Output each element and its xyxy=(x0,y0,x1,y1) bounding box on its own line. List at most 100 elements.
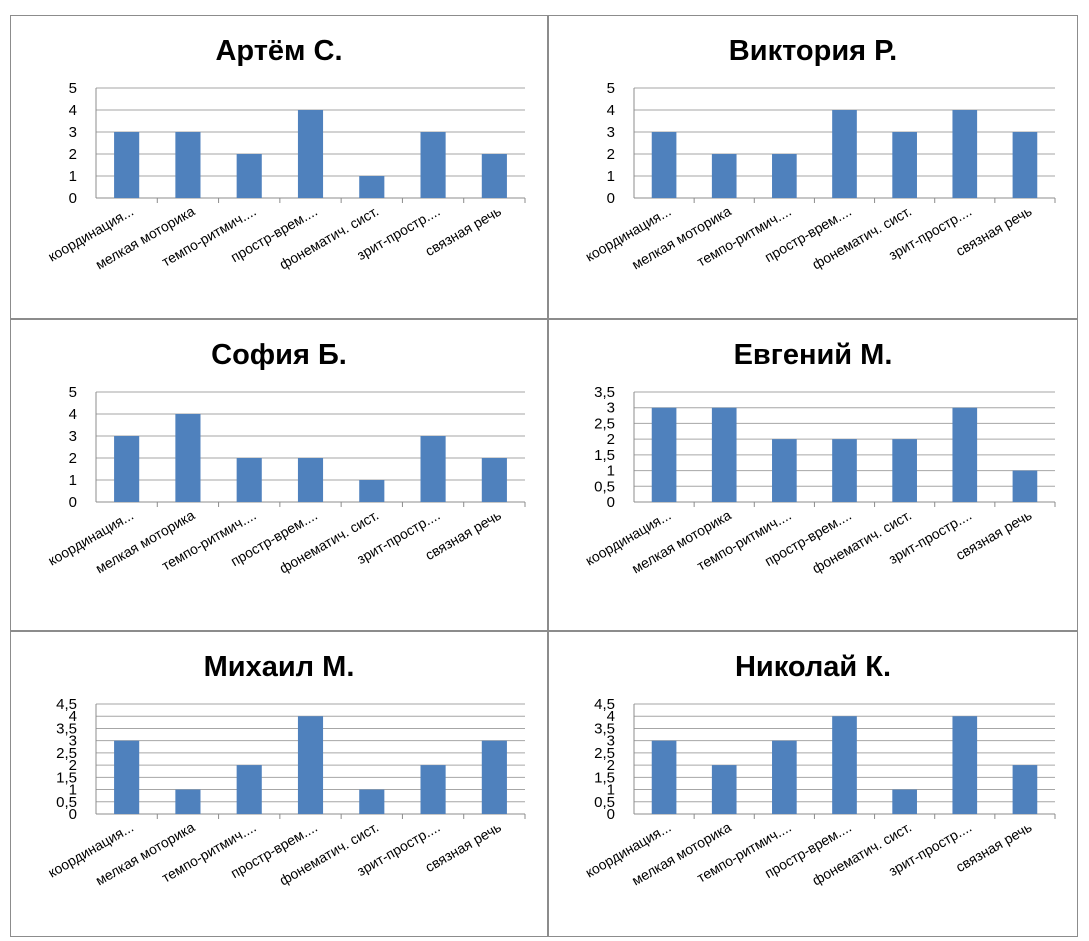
bar xyxy=(359,176,385,198)
chart-panel-4: Евгений М. 0 0,5 1 1,5 2 2,5 3 3,5 координация...… xyxy=(548,319,1078,631)
y-tick-label: 3,5 xyxy=(594,720,615,737)
y-tick-label: 4 xyxy=(607,708,615,725)
bar xyxy=(236,765,262,814)
y-tick-label: 2,5 xyxy=(56,745,77,762)
y-tick-label: 4,5 xyxy=(56,696,77,713)
bar xyxy=(952,110,978,198)
bar xyxy=(952,716,978,814)
y-tick-label: 3 xyxy=(69,733,77,750)
bar xyxy=(711,154,737,198)
y-tick-label: 4 xyxy=(69,102,77,119)
chart-panel-2: Виктория Р. 0 1 2 3 4 5 координация... мелкая мо… xyxy=(548,15,1078,319)
bar xyxy=(832,439,857,502)
y-tick-label: 5 xyxy=(607,80,615,97)
y-tick-label: 0 xyxy=(607,806,615,823)
bar xyxy=(175,789,201,814)
chart-panel-1: Артём С. 0 1 2 3 4 5 координация... мелкая мотор… xyxy=(10,15,548,319)
y-tick-label: 1,5 xyxy=(594,447,615,464)
y-tick-label: 5 xyxy=(69,384,77,401)
y-tick-label: 0,5 xyxy=(56,794,77,811)
bar xyxy=(236,154,262,198)
bar xyxy=(892,789,917,814)
y-tick-label: 3,5 xyxy=(56,720,77,737)
y-tick-label: 4 xyxy=(69,708,77,725)
y-tick-label: 3 xyxy=(607,733,615,750)
bar xyxy=(297,716,324,814)
bar xyxy=(420,132,446,198)
y-tick-label: 2 xyxy=(69,757,77,774)
bar xyxy=(772,439,797,502)
bar xyxy=(1012,470,1038,502)
y-tick-label: 0 xyxy=(69,190,77,207)
bar xyxy=(297,110,324,198)
y-tick-label: 0 xyxy=(69,494,77,511)
y-tick-label: 5 xyxy=(69,80,77,97)
y-tick-label: 2,5 xyxy=(594,745,615,762)
chart-svg: Евгений М.00,511,522,533,5координация...… xyxy=(583,339,1056,577)
y-tick-label: 4 xyxy=(607,102,615,119)
y-tick-label: 1 xyxy=(607,782,615,799)
bar xyxy=(359,480,385,502)
y-tick-label: 1 xyxy=(69,168,77,185)
y-tick-label: 2 xyxy=(607,757,615,774)
y-tick-label: 1 xyxy=(607,463,615,480)
category-label: мелкая моторика xyxy=(629,203,734,273)
bar xyxy=(832,110,857,198)
bar xyxy=(359,789,385,814)
category-label: фонематич. сист. xyxy=(809,203,914,273)
bar xyxy=(892,439,917,502)
y-tick-label: 2 xyxy=(69,450,77,467)
y-tick-label: 1 xyxy=(69,782,77,799)
bar xyxy=(420,436,446,502)
y-tick-label: 0,5 xyxy=(594,794,615,811)
category-label: мелкая моторика xyxy=(629,507,734,577)
bar xyxy=(711,407,737,502)
bar xyxy=(651,132,677,198)
chart-title: Николай К. xyxy=(735,651,891,683)
bar xyxy=(772,154,797,198)
charts-grid: Артём С. 0 1 2 3 4 5 координация... мелкая мотор… xyxy=(10,15,1080,937)
bar xyxy=(651,740,677,814)
chart-title: Артём С. xyxy=(215,35,342,67)
bar xyxy=(1012,765,1038,814)
bar xyxy=(114,132,140,198)
bar xyxy=(1012,132,1038,198)
y-tick-label: 4 xyxy=(69,406,77,423)
bar xyxy=(772,740,797,814)
bar xyxy=(952,407,978,502)
chart-title: Михаил М. xyxy=(204,651,355,683)
chart-svg: Николай К.00,511,522,533,544,5координаци… xyxy=(583,651,1056,889)
bar xyxy=(832,716,857,814)
category-label: мелкая моторика xyxy=(629,819,734,889)
bar xyxy=(892,132,917,198)
bar xyxy=(114,740,140,814)
bar xyxy=(651,407,677,502)
y-tick-label: 3 xyxy=(69,124,77,141)
y-tick-label: 0 xyxy=(69,806,77,823)
category-label: фонематич. сист. xyxy=(809,507,914,577)
chart-title: София Б. xyxy=(211,339,347,371)
chart-title: Евгений М. xyxy=(734,339,893,371)
bar xyxy=(420,765,446,814)
bar xyxy=(481,458,507,502)
y-tick-label: 3,5 xyxy=(594,384,615,401)
bar xyxy=(711,765,737,814)
y-tick-label: 1 xyxy=(607,168,615,185)
category-label: фонематич. сист. xyxy=(809,819,914,889)
y-tick-label: 4,5 xyxy=(594,696,615,713)
bar xyxy=(175,132,201,198)
y-tick-label: 0 xyxy=(607,494,615,511)
bar xyxy=(297,458,324,502)
bar xyxy=(481,740,507,814)
y-tick-label: 1,5 xyxy=(594,769,615,786)
y-tick-label: 0,5 xyxy=(594,478,615,495)
bar xyxy=(175,414,201,502)
y-tick-label: 2,5 xyxy=(594,415,615,432)
y-tick-label: 2 xyxy=(69,146,77,163)
chart-panel-5: Михаил М. 0 0,5 1 1,5 2 2,5 3 3,5 4 4,5 координация… xyxy=(10,631,548,937)
y-tick-label: 1 xyxy=(69,472,77,489)
y-tick-label: 3 xyxy=(607,124,615,141)
